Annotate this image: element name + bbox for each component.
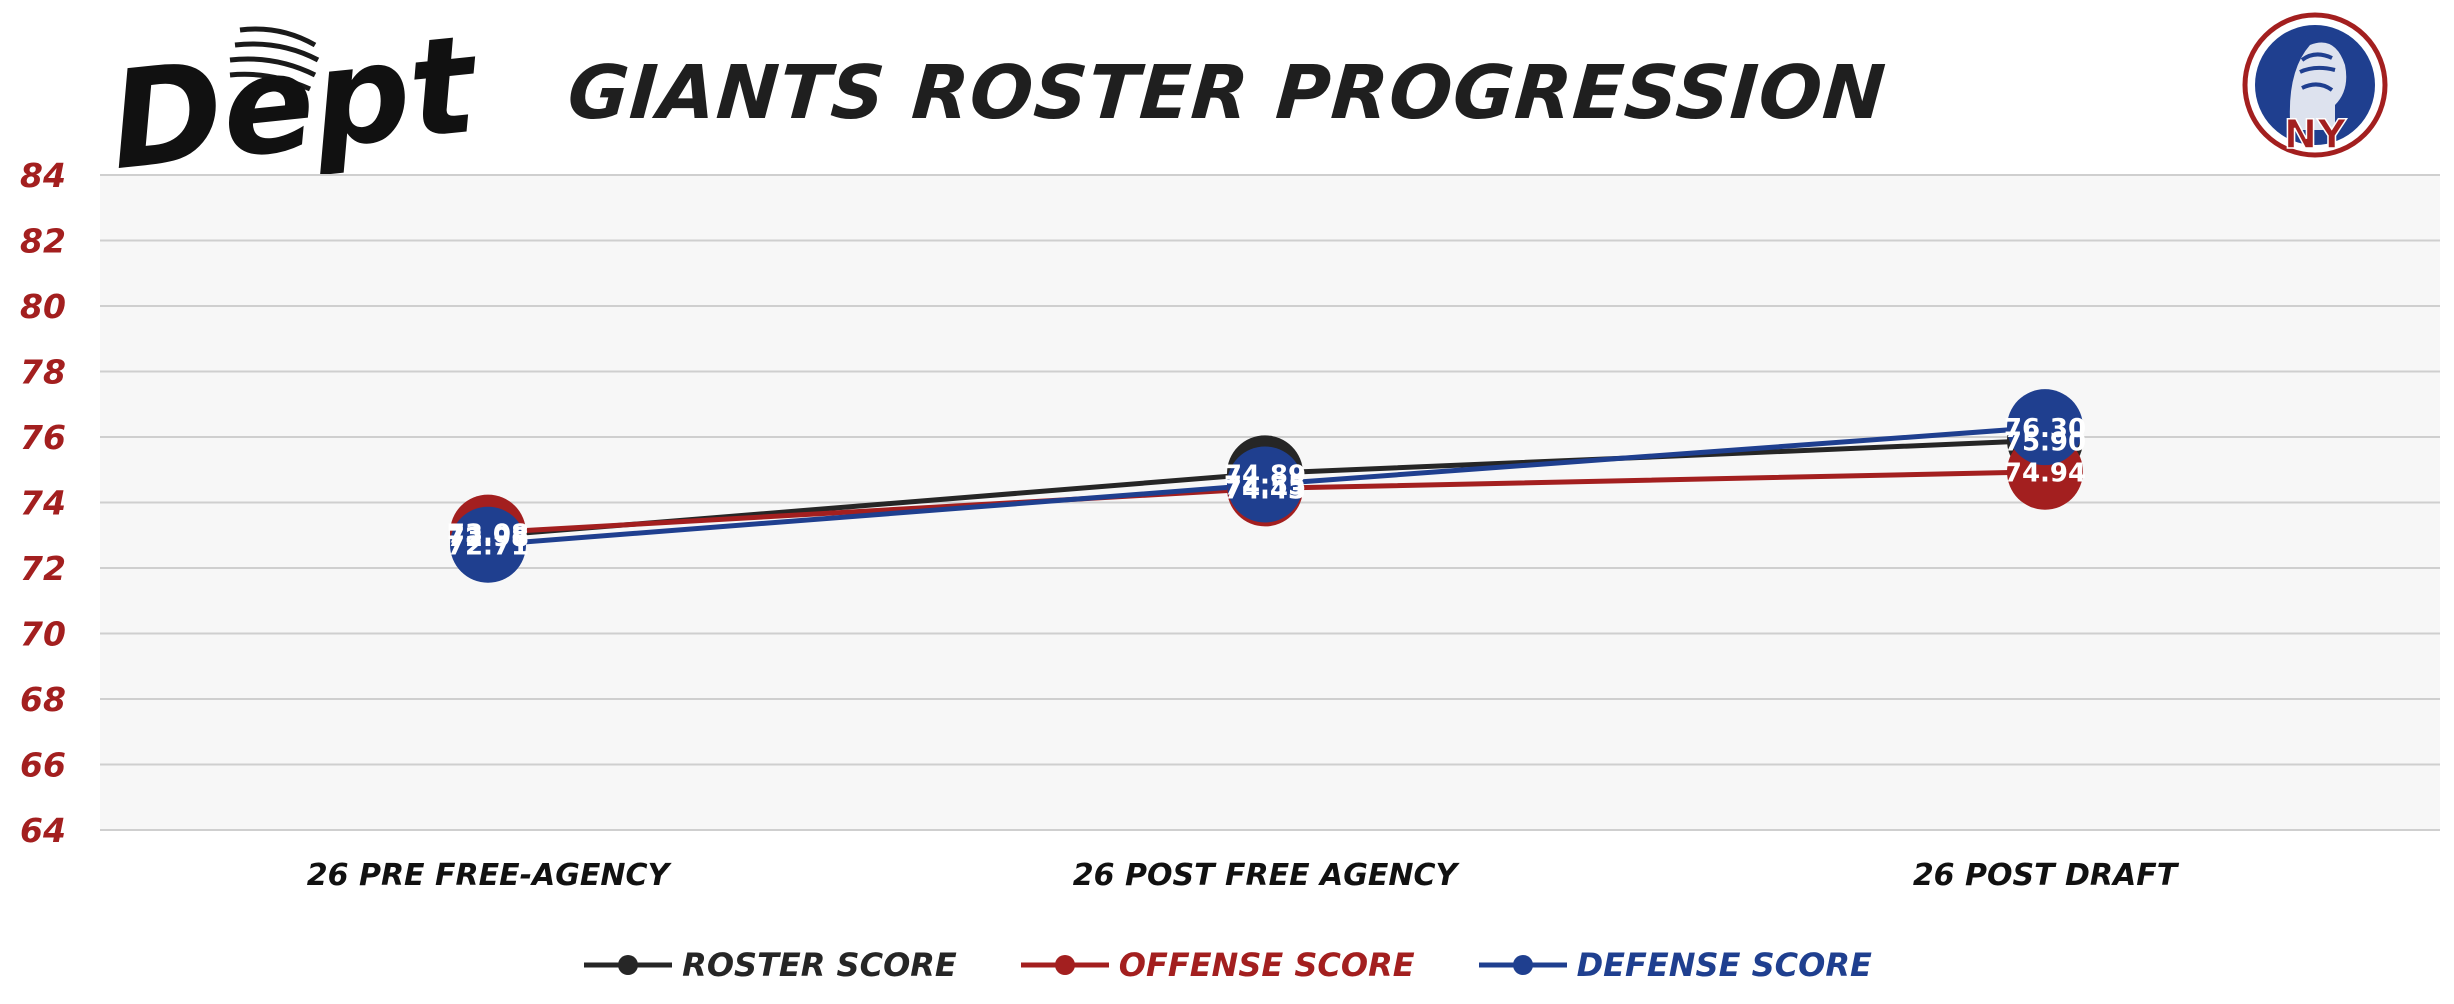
legend-item-defense[interactable]: DEFENSE SCORE bbox=[1477, 946, 1872, 984]
giants-team-badge: NY bbox=[2242, 12, 2388, 159]
data-label-offense: 74.43 bbox=[1224, 475, 1306, 505]
y-tick-label: 68 bbox=[20, 680, 66, 719]
y-tick-label: 72 bbox=[20, 549, 66, 588]
y-axis-tick-labels: 64 66 68 70 72 74 76 78 80 82 84 bbox=[20, 156, 66, 850]
data-label-offense: 74.94 bbox=[2004, 459, 2086, 489]
legend-label-defense: DEFENSE SCORE bbox=[1576, 946, 1872, 984]
x-tick-label: 26 POST FREE AGENCY bbox=[1073, 858, 1461, 893]
data-label-roster: 72.98 bbox=[447, 523, 529, 553]
y-tick-label: 64 bbox=[20, 811, 66, 850]
legend-item-offense[interactable]: OFFENSE SCORE bbox=[1019, 946, 1415, 984]
y-tick-label: 70 bbox=[20, 615, 66, 654]
y-tick-label: 82 bbox=[20, 222, 66, 261]
data-label-roster: 75.90 bbox=[2004, 427, 2086, 457]
y-tick-label: 76 bbox=[20, 418, 66, 457]
legend: ROSTER SCORE OFFENSE SCORE DEFENSE SCORE bbox=[0, 935, 2454, 995]
data-label-offense: 73.08 bbox=[447, 520, 529, 550]
x-axis-tick-labels: 26 PRE FREE-AGENCY 26 POST FREE AGENCY 26 … bbox=[307, 858, 2180, 893]
legend-label-roster: ROSTER SCORE bbox=[682, 946, 957, 984]
data-label-roster: 74.89 bbox=[1224, 460, 1306, 490]
legend-offense-marker-icon bbox=[1020, 955, 1109, 975]
legend-defense-marker-icon bbox=[1478, 955, 1567, 975]
depth-logo: Depth bbox=[103, 5, 480, 180]
x-tick-label: 26 POST DRAFT bbox=[1913, 858, 2180, 893]
logo-speed-lines bbox=[229, 26, 320, 92]
y-tick-label: 74 bbox=[20, 484, 66, 523]
data-label-defense: 72.71 bbox=[447, 532, 529, 562]
data-point-defense[interactable] bbox=[450, 506, 526, 583]
y-tick-label: 84 bbox=[20, 156, 66, 195]
series-points bbox=[450, 389, 2083, 583]
data-labels: 72.98 74.89 75.90 73.08 74.43 74.94 72.71 74.55… bbox=[447, 414, 2086, 562]
x-tick-label: 26 PRE FREE-AGENCY bbox=[307, 858, 673, 893]
data-point-defense[interactable] bbox=[2007, 389, 2083, 466]
y-tick-label: 66 bbox=[20, 746, 66, 785]
data-point-defense[interactable] bbox=[1227, 446, 1303, 523]
legend-label-offense: OFFENSE SCORE bbox=[1118, 946, 1415, 984]
legend-item-roster[interactable]: ROSTER SCORE bbox=[582, 946, 957, 984]
legend-roster-marker-icon bbox=[584, 955, 673, 975]
y-tick-label: 80 bbox=[20, 287, 66, 326]
team-badge-text: NY bbox=[2284, 112, 2347, 158]
y-tick-label: 78 bbox=[20, 353, 66, 392]
data-label-defense: 76.30 bbox=[2004, 414, 2086, 444]
data-label-defense: 74.55 bbox=[1224, 471, 1306, 501]
